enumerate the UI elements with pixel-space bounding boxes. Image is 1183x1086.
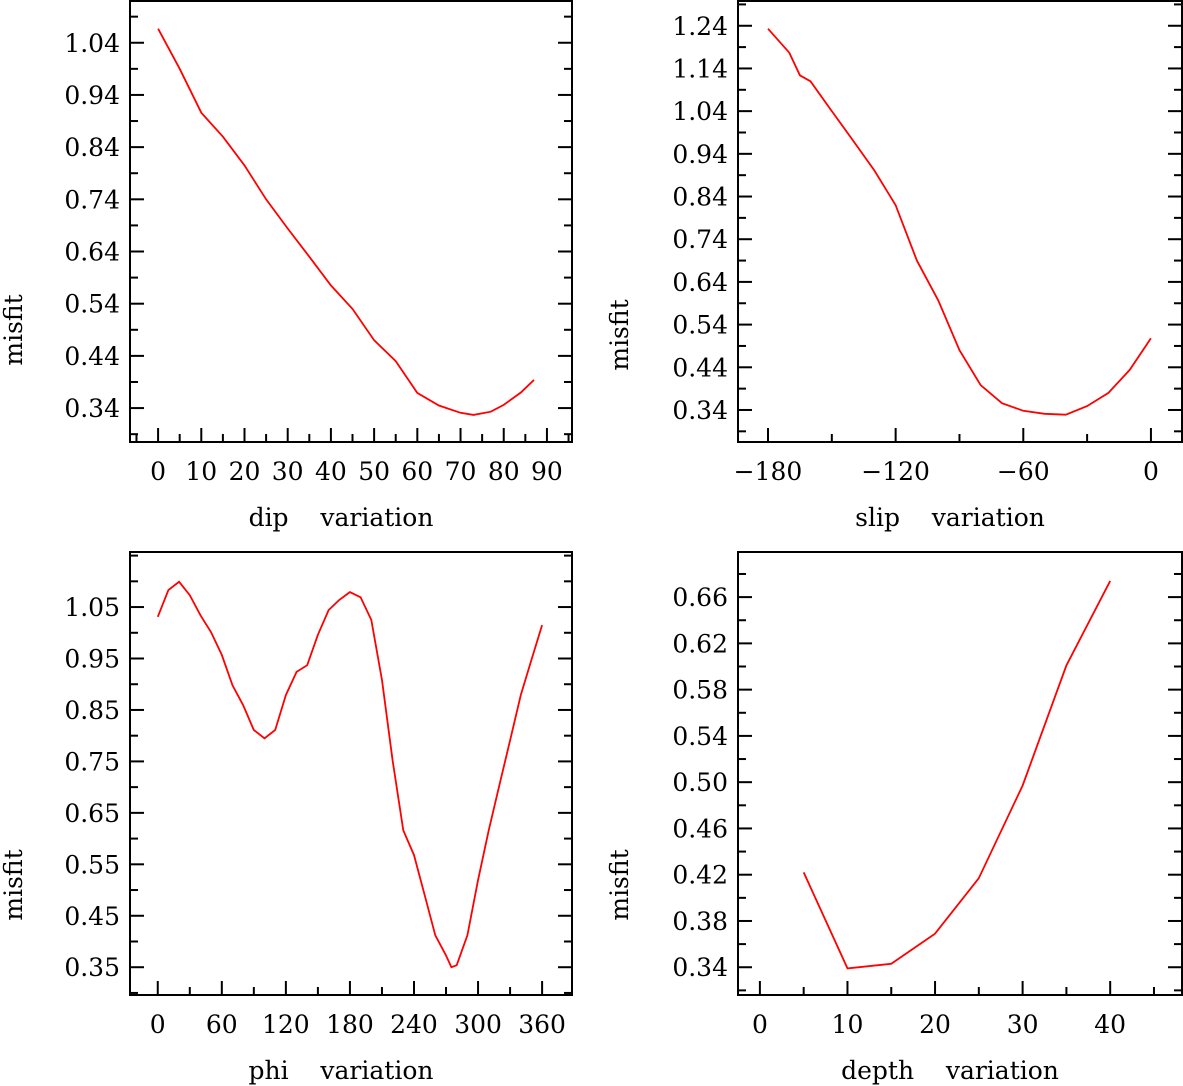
- subplot-3: 0 60 120 180 240 300 360 0.35 0.45 0.55 0.65 0.75 0.…: [0, 551, 573, 1085]
- y-tick-label: 0.34: [672, 953, 728, 982]
- x-tick-label: 20: [919, 1010, 951, 1039]
- x-tick-label: 60: [401, 457, 433, 486]
- y-tick-label: 0.44: [672, 353, 728, 382]
- y-tick-label: 0.74: [64, 185, 120, 214]
- x-tick-label: 300: [454, 1010, 502, 1039]
- y-tick-label: 0.35: [64, 953, 120, 982]
- x-tick-label: 120: [262, 1010, 310, 1039]
- misfit-line: [156, 580, 543, 969]
- y-tick-label: 0.64: [672, 268, 728, 297]
- y-tick-label: 0.45: [64, 902, 120, 931]
- x-tick-label: 10: [832, 1010, 864, 1039]
- y-tick-label: 0.54: [672, 722, 728, 751]
- y-tick-label: 0.74: [672, 225, 728, 254]
- y-tick-label: 0.44: [64, 342, 120, 371]
- y-tick-label: 0.46: [672, 814, 728, 843]
- y-axis-label: misfit: [605, 299, 634, 370]
- x-tick-label: −60: [997, 457, 1050, 486]
- y-tick-label: 0.95: [64, 645, 120, 674]
- y-tick-label: 0.84: [64, 133, 120, 162]
- x-tick-label: 80: [488, 457, 520, 486]
- x-tick-label: 40: [1094, 1010, 1126, 1039]
- x-tick-label: 60: [206, 1010, 238, 1039]
- subplot-4: 0 10 20 30 40 0.34 0.38 0.42 0.46 0.50 0.54 0.58 0.6…: [605, 551, 1183, 1085]
- x-tick-label: 50: [358, 457, 390, 486]
- y-tick-label: 0.66: [672, 583, 728, 612]
- x-tick-label: 0: [150, 1010, 166, 1039]
- x-tick-label: 0: [1143, 457, 1159, 486]
- y-tick-label: 0.42: [672, 861, 728, 890]
- y-tick-label: 0.84: [672, 183, 728, 212]
- y-tick-label: 1.14: [672, 54, 728, 83]
- y-tick-label: 1.05: [64, 593, 120, 622]
- subplot-1: 0 10 20 30 40 50 60 70 80 90 0.34 0.44 0.54 0.64 0.74 0…: [0, 0, 573, 532]
- x-tick-label: −120: [861, 457, 930, 486]
- y-tick-label: 0.94: [64, 81, 120, 110]
- x-tick-label: 0: [752, 1010, 768, 1039]
- x-tick-label: 360: [518, 1010, 566, 1039]
- y-tick-label: 0.34: [64, 394, 120, 423]
- y-tick-label: 0.54: [64, 290, 120, 319]
- y-tick-label: 0.55: [64, 850, 120, 879]
- misfit-line: [767, 28, 1152, 416]
- y-tick-label: 0.38: [672, 907, 728, 936]
- x-tick-label: 40: [315, 457, 347, 486]
- y-tick-label: 0.34: [672, 396, 728, 425]
- x-tick-label: 90: [531, 457, 563, 486]
- x-axis-label: slip variation: [855, 503, 1045, 532]
- axes-frame: [129, 551, 573, 996]
- y-tick-label: 0.50: [672, 768, 728, 797]
- y-tick-label: 0.62: [672, 629, 728, 658]
- y-tick-label: 0.64: [64, 238, 120, 267]
- x-tick-label: 240: [390, 1010, 438, 1039]
- axes-frame: [737, 0, 1183, 443]
- misfit-line: [802, 580, 1111, 970]
- y-tick-label: 0.65: [64, 799, 120, 828]
- x-tick-label: −180: [734, 457, 803, 486]
- misfit-line: [157, 28, 535, 416]
- y-axis-label: misfit: [0, 294, 28, 365]
- x-axis-label: phi variation: [249, 1056, 434, 1085]
- x-tick-label: 180: [326, 1010, 374, 1039]
- axes-frame: [737, 551, 1183, 996]
- x-tick-label: 20: [229, 457, 261, 486]
- axes-frame: [129, 0, 573, 443]
- x-axis-label: depth variation: [841, 1056, 1059, 1085]
- y-axis-label: misfit: [605, 849, 634, 920]
- y-tick-label: 0.94: [672, 140, 728, 169]
- y-tick-label: 0.54: [672, 311, 728, 340]
- y-tick-label: 1.04: [64, 29, 120, 58]
- x-tick-label: 30: [1007, 1010, 1039, 1039]
- x-tick-label: 0: [150, 457, 166, 486]
- x-tick-label: 70: [445, 457, 477, 486]
- y-tick-label: 0.75: [64, 747, 120, 776]
- y-tick-label: 1.04: [672, 97, 728, 126]
- x-tick-label: 10: [185, 457, 217, 486]
- y-tick-label: 0.85: [64, 696, 120, 725]
- y-tick-label: 0.58: [672, 676, 728, 705]
- subplot-2: −180 −120 −60 0 0.34 0.44 0.54 0.64 0.74 0.84 0.94…: [605, 0, 1183, 532]
- x-tick-label: 30: [272, 457, 304, 486]
- y-axis-label: misfit: [0, 849, 28, 920]
- x-axis-label: dip variation: [249, 503, 434, 532]
- y-tick-label: 1.24: [672, 12, 728, 41]
